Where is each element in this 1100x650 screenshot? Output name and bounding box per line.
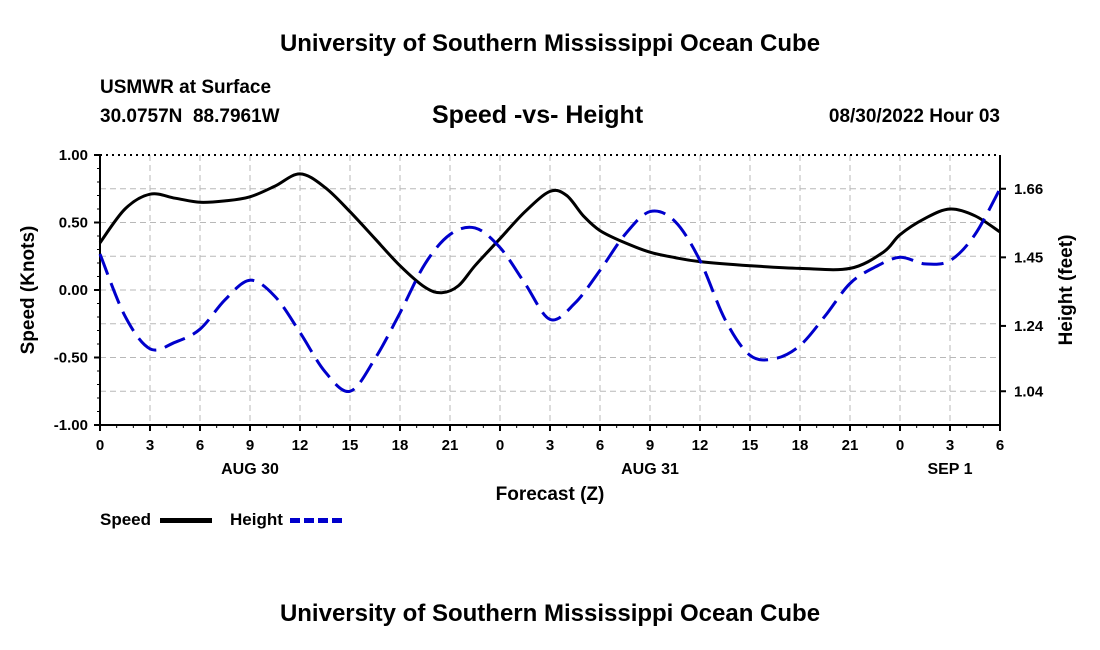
- y-right-tick-label: 1.45: [1014, 249, 1043, 266]
- y-right-axis-title: Height (feet): [1056, 235, 1077, 346]
- height-series-line: [98, 188, 1002, 393]
- speed-height-chart: 0 3 6 9 12 15 18 21 0 3 6 9 12 15 18 21 0 3 6 AUG 30 AUG 31 S…: [18, 147, 1077, 505]
- legend-height-label: Height: [230, 510, 283, 529]
- x-tick-label: 15: [342, 437, 359, 454]
- x-tick-label: 6: [596, 437, 604, 454]
- y-right-tick-label: 1.04: [1014, 383, 1044, 400]
- station-name: USMWR at Surface: [100, 77, 272, 98]
- x-tick-label: 12: [292, 437, 309, 454]
- x-tick-label: 18: [792, 437, 809, 454]
- legend-speed-swatch: [160, 518, 212, 523]
- x-tick-label: 21: [842, 437, 859, 454]
- y-left-tick-label: 0.50: [59, 215, 88, 232]
- y-left-tick-label: -1.00: [54, 417, 88, 434]
- x-tick-label: 6: [996, 437, 1004, 454]
- top-title: University of Southern Mississippi Ocean…: [279, 30, 821, 57]
- x-tick-label: 15: [742, 437, 759, 454]
- y-right-tick-label: 1.66: [1014, 181, 1043, 198]
- x-tick-label: 3: [546, 437, 554, 454]
- y-left-tick-label: 0.00: [59, 282, 88, 299]
- x-tick-label: 9: [246, 437, 254, 454]
- y-right-tick-label: 1.24: [1014, 318, 1044, 335]
- legend-speed-label: Speed: [100, 510, 152, 529]
- x-tick-label: 0: [96, 437, 104, 454]
- x-tick-label: 12: [692, 437, 709, 454]
- date-label: SEP 1: [927, 461, 972, 478]
- date-label: AUG 30: [221, 461, 279, 478]
- x-tick-label: 0: [896, 437, 904, 454]
- x-tick-label: 21: [442, 437, 459, 454]
- x-tick-label: 3: [946, 437, 954, 454]
- speed-series-line: [98, 172, 1001, 295]
- x-tick-label: 0: [496, 437, 504, 454]
- x-tick-label: 18: [392, 437, 409, 454]
- station-coords: 30.0757N 88.7961W: [100, 106, 280, 127]
- bottom-title: University of Southern Mississippi Ocean…: [279, 600, 821, 627]
- x-tick-label: 9: [646, 437, 654, 454]
- chart-title: Speed -vs- Height: [432, 101, 644, 129]
- y-left-axis-title: Speed (Knots): [18, 226, 39, 355]
- date-label: AUG 31: [621, 461, 679, 478]
- x-tick-label: 6: [196, 437, 204, 454]
- forecast-datetime: 08/30/2022 Hour 03: [828, 106, 1000, 127]
- legend-height-swatch: [290, 518, 342, 523]
- x-axis-title: Forecast (Z): [496, 484, 605, 505]
- y-left-tick-label: 1.00: [59, 147, 88, 164]
- y-left-tick-label: -0.50: [54, 350, 88, 367]
- x-tick-label: 3: [146, 437, 154, 454]
